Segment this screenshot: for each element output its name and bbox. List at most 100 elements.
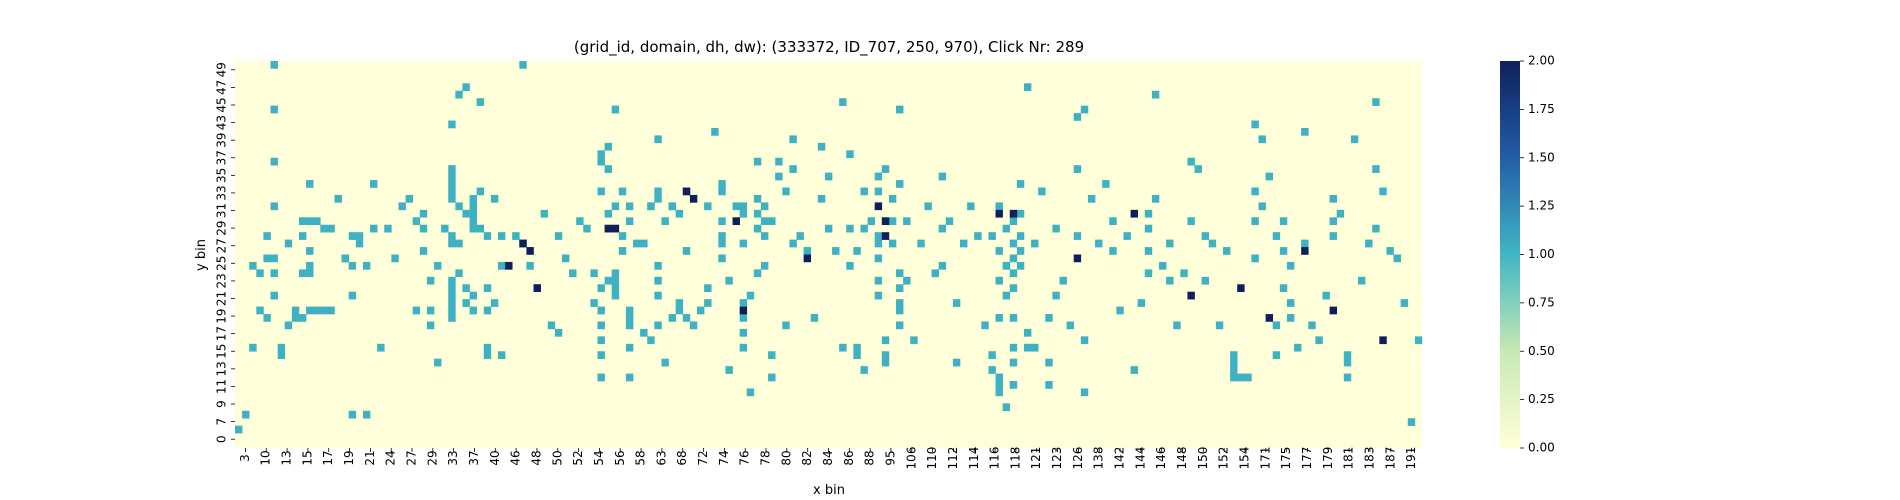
- heatmap-cell-high: [881, 232, 890, 240]
- heatmap-cell: [867, 217, 875, 226]
- colorbar-tick-label: 0.00: [1528, 441, 1555, 455]
- heatmap-cell: [881, 351, 890, 359]
- y-tick-label: 31: [215, 203, 229, 218]
- heatmap-cell: [1045, 358, 1053, 367]
- heatmap-cell: [874, 239, 883, 248]
- heatmap-cell: [1194, 165, 1202, 173]
- heatmap-cell: [1016, 261, 1025, 270]
- x-tick-label: 177: [1300, 447, 1314, 470]
- heatmap-cell: [1215, 321, 1224, 330]
- heatmap-cell: [1095, 239, 1103, 248]
- heatmap-cell: [647, 202, 655, 211]
- heatmap-cell: [668, 314, 676, 322]
- heatmap-cell: [490, 299, 499, 307]
- heatmap-cell: [1358, 276, 1366, 285]
- heatmap-cell: [1265, 172, 1274, 181]
- heatmap-cell: [1073, 165, 1082, 173]
- heatmap-cell: [1286, 261, 1295, 270]
- heatmap-cell: [334, 194, 342, 203]
- heatmap-cell: [1272, 321, 1281, 330]
- heatmap-cell: [1237, 373, 1245, 382]
- heatmap-cell: [235, 425, 243, 434]
- x-tick-label: 171: [1258, 447, 1272, 470]
- heatmap-cell: [298, 217, 307, 226]
- heatmap-cell: [1272, 351, 1281, 359]
- heatmap-cell: [739, 328, 748, 337]
- heatmap-cell: [1230, 351, 1238, 359]
- heatmap-cell: [739, 343, 748, 352]
- heatmap-cell: [903, 276, 911, 285]
- heatmap-background: [235, 61, 1422, 448]
- heatmap-cell: [263, 232, 271, 240]
- heatmap-cell: [846, 261, 854, 270]
- heatmap-cell: [455, 202, 463, 211]
- heatmap-cell: [1251, 120, 1259, 129]
- heatmap-cell: [668, 202, 676, 211]
- heatmap-cell: [462, 209, 470, 218]
- heatmap-cell: [753, 194, 762, 203]
- x-tick-label: 10: [259, 450, 273, 465]
- colorbar-tick-label: 1.00: [1528, 247, 1555, 261]
- heatmap-cell: [611, 269, 620, 278]
- heatmap-cell-high: [1009, 209, 1018, 218]
- heatmap-cell: [306, 217, 314, 226]
- heatmap-cell: [704, 202, 712, 211]
- x-tick-label: 183: [1362, 447, 1376, 470]
- heatmap-cell: [469, 194, 477, 203]
- heatmap-cell: [497, 232, 506, 240]
- heatmap-cell: [718, 254, 726, 263]
- heatmap-cell-high: [611, 224, 620, 233]
- heatmap-cell: [597, 306, 605, 315]
- heatmap-cell: [270, 254, 278, 263]
- heatmap-cell: [512, 232, 520, 240]
- y-axis-ticks: 0 7 9 11 13 15 17 19 21 23 25 27 29 31 33 35 37 39 43 45 47 4…: [215, 62, 235, 443]
- heatmap-cell: [768, 217, 776, 226]
- heatmap-cell: [263, 254, 271, 263]
- heatmap-cell: [256, 306, 264, 315]
- heatmap-cell: [348, 232, 357, 240]
- heatmap-cell: [746, 388, 755, 397]
- heatmap-cell: [995, 247, 1003, 255]
- heatmap-cell: [1407, 418, 1416, 426]
- heatmap-cell: [938, 261, 947, 270]
- heatmap-cell: [1102, 180, 1110, 188]
- heatmap-cell: [1045, 381, 1053, 389]
- x-tick-label: 123: [1050, 447, 1064, 470]
- heatmap-cell: [355, 239, 364, 248]
- heatmap-cell: [1059, 276, 1067, 285]
- heatmap-cell: [1123, 232, 1131, 240]
- heatmap-cell: [1166, 276, 1174, 285]
- heatmap-cell: [1329, 217, 1338, 226]
- heatmap-cell: [775, 172, 783, 181]
- heatmap-cell: [497, 261, 506, 270]
- heatmap-cell: [327, 224, 335, 233]
- x-tick-label: 21: [363, 450, 377, 465]
- heatmap-cell: [448, 299, 456, 307]
- heatmap-cell: [1073, 232, 1082, 240]
- heatmap-cell: [1045, 314, 1053, 322]
- heatmap-cell-high: [1301, 247, 1309, 255]
- heatmap-cell: [896, 306, 904, 315]
- heatmap-cell-high: [995, 209, 1003, 218]
- heatmap-cell: [426, 276, 435, 285]
- heatmap-cell: [1230, 373, 1238, 382]
- heatmap-cell: [291, 314, 300, 322]
- x-tick-label: 50: [550, 450, 564, 465]
- heatmap-cell: [817, 194, 826, 203]
- heatmap-cell: [732, 202, 740, 211]
- heatmap-cell: [896, 321, 904, 330]
- x-axis-label: x bin: [813, 483, 845, 498]
- heatmap-cell: [597, 157, 605, 166]
- heatmap-cell: [753, 209, 762, 218]
- x-tick-label: 72: [696, 450, 710, 465]
- heatmap-cell-high: [1329, 306, 1338, 315]
- heatmap-cell: [1144, 269, 1153, 278]
- heatmap-cell: [704, 284, 712, 293]
- heatmap-cell: [590, 269, 598, 278]
- y-tick-label: 13: [215, 361, 229, 376]
- heatmap-cell: [917, 239, 925, 248]
- y-tick-label: 0: [215, 435, 229, 443]
- heatmap-cell: [1009, 381, 1018, 389]
- heatmap-cell: [1002, 291, 1011, 300]
- heatmap-cell: [725, 366, 733, 374]
